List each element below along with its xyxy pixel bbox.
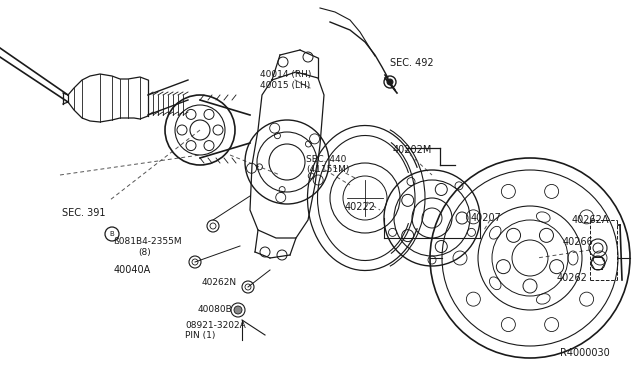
Circle shape <box>234 306 242 314</box>
Text: SEC. 440: SEC. 440 <box>306 155 346 164</box>
Text: ß081B4-2355M: ß081B4-2355M <box>113 237 182 246</box>
Text: 40202M: 40202M <box>393 145 433 155</box>
Text: 08921-3202A: 08921-3202A <box>185 321 246 330</box>
Text: 40262A: 40262A <box>572 215 609 225</box>
Text: 40015 (LH): 40015 (LH) <box>260 81 310 90</box>
Text: 40207: 40207 <box>471 213 502 223</box>
Text: 40222: 40222 <box>345 202 376 212</box>
Text: R4000030: R4000030 <box>560 348 610 358</box>
Text: 40014 (RH): 40014 (RH) <box>260 70 312 79</box>
Circle shape <box>387 79 393 85</box>
Text: PIN (1): PIN (1) <box>185 331 216 340</box>
Text: 40262N: 40262N <box>202 278 237 287</box>
Text: 40080B: 40080B <box>198 305 233 314</box>
Text: 40266: 40266 <box>563 237 594 247</box>
Text: (41151M): (41151M) <box>306 165 349 174</box>
Text: 40040A: 40040A <box>114 265 151 275</box>
Text: 40262: 40262 <box>557 273 588 283</box>
Text: SEC. 391: SEC. 391 <box>62 208 106 218</box>
Text: B: B <box>109 231 115 237</box>
Text: SEC. 492: SEC. 492 <box>390 58 434 68</box>
Text: (8): (8) <box>138 248 151 257</box>
